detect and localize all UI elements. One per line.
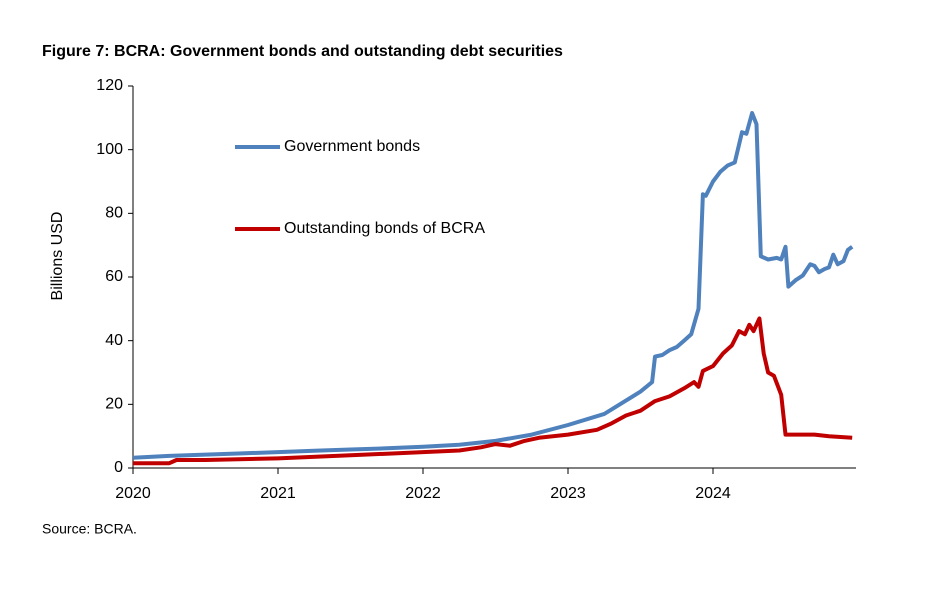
y-tick-label: 0	[114, 459, 123, 476]
chart-title: Figure 7: BCRA: Government bonds and out…	[42, 43, 563, 60]
y-tick-label: 80	[105, 205, 123, 222]
x-tick-label: 2021	[260, 485, 296, 502]
y-tick-label: 20	[105, 396, 123, 413]
y-tick-label: 120	[96, 77, 123, 94]
x-tick-label: 2022	[405, 485, 441, 502]
x-tick-label: 2020	[115, 485, 151, 502]
y-axis-label: Billions USD	[49, 212, 66, 301]
y-tick-label: 40	[105, 332, 123, 349]
x-tick-label: 2024	[695, 485, 731, 502]
source-note: Source: BCRA.	[42, 521, 137, 537]
x-tick-label: 2023	[550, 485, 586, 502]
series-line	[133, 316, 853, 466]
y-tick-label: 60	[105, 268, 123, 285]
y-tick-label: 100	[96, 141, 123, 158]
series-line	[132, 111, 854, 460]
legend-label: Government bonds	[284, 138, 420, 155]
legend-label: Outstanding bonds of BCRA	[284, 220, 485, 237]
